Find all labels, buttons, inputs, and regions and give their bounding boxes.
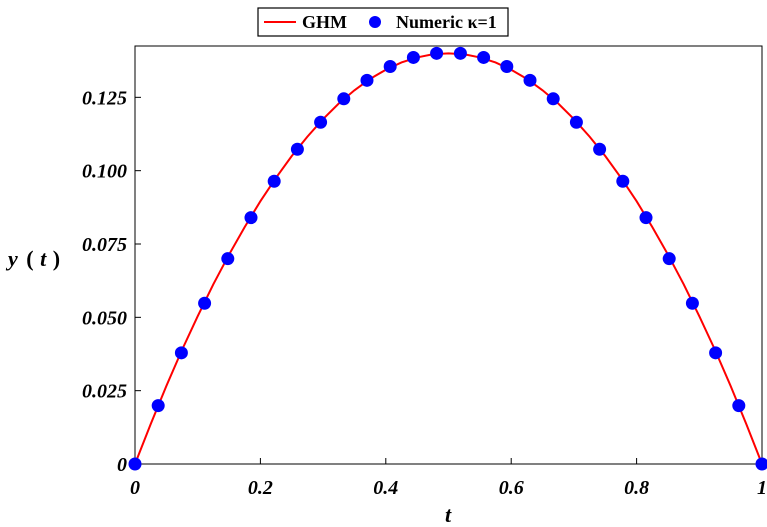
y-axis-title: y ( t )	[5, 246, 60, 271]
data-point-numeric	[174, 346, 188, 360]
data-point-numeric	[732, 399, 746, 413]
y-tick-label: 0	[117, 454, 127, 476]
data-point-numeric	[128, 457, 142, 471]
legend-label-ghm: GHM	[302, 12, 347, 32]
data-point-numeric	[314, 115, 328, 129]
data-point-numeric	[244, 211, 258, 225]
data-point-numeric	[685, 296, 699, 310]
x-tick-label: 0.4	[373, 477, 398, 499]
plot-frame	[134, 45, 763, 465]
data-point-numeric	[523, 73, 537, 87]
x-axis-title: t	[445, 502, 452, 527]
data-point-numeric	[593, 142, 607, 156]
data-point-numeric	[569, 115, 583, 129]
data-point-numeric	[430, 46, 444, 60]
data-point-numeric	[755, 457, 767, 471]
y-axis-title-open: (	[26, 246, 33, 271]
y-axis: 0 0.025 0.050 0.075 0.100 0.125	[82, 87, 141, 476]
data-point-numeric	[383, 60, 397, 74]
data-point-numeric	[709, 346, 723, 360]
x-tick-label: 1	[757, 477, 767, 499]
data-point-numeric	[337, 92, 351, 106]
x-tick-label: 0.6	[499, 477, 524, 499]
legend-box	[257, 7, 509, 37]
x-tick-label: 0	[130, 477, 140, 499]
legend: GHM Numeric κ=1	[257, 7, 509, 37]
data-point-numeric	[662, 252, 676, 266]
data-point-numeric	[267, 174, 281, 188]
y-tick-label: 0.125	[82, 87, 127, 109]
x-axis: 0 0.2 0.4 0.6 0.8 1	[130, 458, 767, 499]
y-axis-title-close: )	[53, 246, 60, 271]
data-point-numeric	[477, 50, 491, 64]
legend-label-numeric: Numeric κ=1	[396, 12, 497, 32]
y-tick-label: 0.050	[82, 307, 127, 329]
data-point-numeric	[221, 252, 235, 266]
data-point-numeric	[500, 60, 514, 74]
series-line-ghm	[134, 52, 763, 465]
y-tick-label: 0.100	[82, 161, 127, 183]
y-tick-label: 0.025	[82, 381, 127, 403]
data-point-numeric	[406, 50, 420, 64]
data-point-numeric	[639, 211, 653, 225]
y-axis-title-arg: t	[40, 246, 47, 271]
data-point-numeric	[616, 174, 630, 188]
data-point-numeric	[290, 142, 304, 156]
y-tick-label: 0.075	[82, 234, 127, 256]
x-tick-label: 0.2	[248, 477, 273, 499]
x-tick-label: 0.8	[624, 477, 649, 499]
y-axis-title-var: y	[5, 246, 18, 271]
data-point-numeric	[151, 399, 165, 413]
legend-marker-swatch	[369, 16, 381, 28]
data-point-numeric	[198, 296, 212, 310]
data-point-numeric	[360, 73, 374, 87]
series-layer	[128, 46, 767, 471]
data-point-numeric	[453, 46, 467, 60]
data-point-numeric	[546, 92, 560, 106]
